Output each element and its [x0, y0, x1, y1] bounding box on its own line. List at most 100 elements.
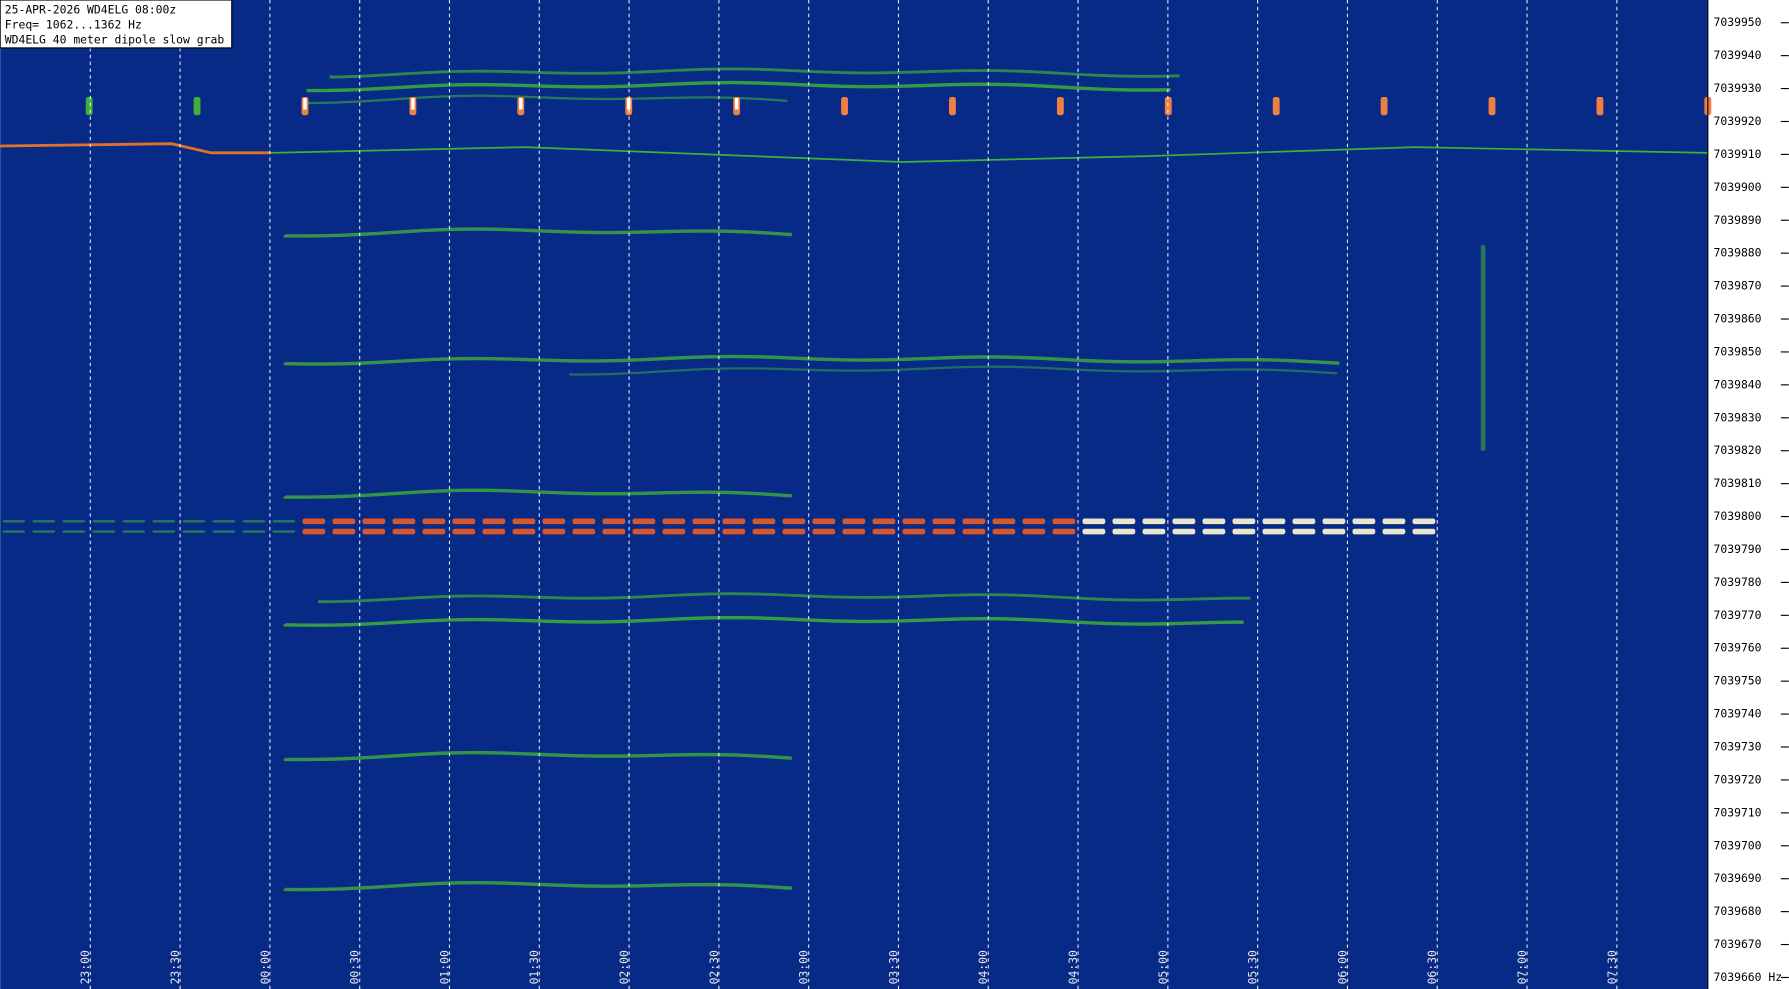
trace: [1412, 528, 1436, 535]
trace: [1164, 96, 1172, 116]
x-tick-label: 05:30: [1246, 950, 1260, 984]
trace: [242, 530, 266, 533]
trace: [841, 96, 848, 116]
x-tick-label: 06:30: [1425, 950, 1439, 984]
trace: [842, 518, 866, 525]
x-tick-label: 04:00: [976, 950, 990, 984]
x-tick-label: 03:00: [797, 950, 811, 984]
trace: [2, 530, 26, 533]
trace: [283, 880, 792, 892]
trace: [92, 520, 116, 523]
y-tick-label: 7039770: [1714, 608, 1762, 622]
trace: [270, 146, 1708, 163]
trace: [283, 488, 792, 499]
header-line: 25-APR-2026 WD4ELG 08:00z: [5, 3, 176, 17]
y-tick-label: 7039720: [1714, 772, 1762, 786]
trace: [962, 518, 986, 525]
trace: [0, 142, 271, 155]
y-tick-label: 7039690: [1714, 871, 1762, 885]
trace: [949, 96, 956, 116]
trace: [362, 528, 386, 535]
header-line: WD4ELG 40 meter dipole slow grab: [5, 32, 225, 46]
trace: [422, 528, 446, 535]
trace: [842, 528, 866, 535]
x-tick-label: 01:30: [527, 950, 541, 984]
trace: [1272, 96, 1280, 116]
trace: [272, 530, 296, 533]
trace: [303, 98, 307, 110]
y-tick-label: 7039930: [1714, 81, 1762, 95]
trace: [302, 528, 326, 535]
y-tick-label: 7039730: [1714, 740, 1762, 754]
trace: [1052, 518, 1076, 525]
trace: [1262, 518, 1286, 525]
trace: [452, 518, 476, 525]
header-background: [0, 0, 233, 49]
trace: [962, 528, 986, 535]
trace: [662, 518, 686, 525]
y-axis: 7039660 Hz 7039670 7039680 7039690 7039700 70…: [1707, 0, 1789, 989]
trace: [569, 365, 1338, 376]
trace: [872, 528, 896, 535]
trace: [332, 518, 356, 525]
trace: [932, 528, 956, 535]
trace: [602, 518, 626, 525]
trace: [692, 518, 716, 525]
trace: [722, 518, 746, 525]
x-tick-label: 00:30: [348, 950, 362, 984]
trace: [283, 750, 792, 762]
trace: [1112, 528, 1136, 535]
trace: [734, 98, 739, 110]
x-tick-label: 03:30: [886, 950, 900, 984]
x-tick-label: 07:30: [1605, 950, 1619, 984]
y-tick-label: 7039680: [1714, 904, 1762, 918]
trace: [332, 528, 356, 535]
trace: [85, 96, 93, 116]
y-tick-label: 7039660 Hz: [1714, 970, 1783, 984]
trace: [1352, 528, 1376, 535]
trace: [692, 528, 716, 535]
trace: [512, 518, 536, 525]
y-tick-label: 7039810: [1714, 476, 1762, 490]
trace: [1322, 528, 1346, 535]
trace: [242, 520, 266, 523]
x-tick-label: 02:00: [617, 950, 631, 984]
trace: [1352, 518, 1376, 525]
trace: [1142, 518, 1166, 525]
trace: [542, 518, 566, 525]
trace: [1232, 528, 1256, 535]
trace: [932, 518, 956, 525]
trace: [1022, 528, 1046, 535]
y-tick-label: 7039670: [1714, 937, 1762, 951]
x-tick-label: 04:30: [1066, 950, 1080, 984]
trace: [411, 98, 415, 110]
y-tick-label: 7039870: [1714, 279, 1762, 293]
trace: [1382, 518, 1406, 525]
x-tick-label: 01:00: [437, 950, 451, 984]
trace: [722, 528, 746, 535]
trace: [1292, 518, 1316, 525]
trace: [1596, 96, 1604, 116]
trace: [752, 528, 776, 535]
trace: [2, 520, 26, 523]
trace: [306, 80, 1171, 93]
trace: [482, 528, 506, 535]
trace: [392, 528, 416, 535]
trace: [632, 518, 656, 525]
trace: [1056, 96, 1064, 116]
trace: [992, 528, 1016, 535]
trace: [1480, 245, 1486, 451]
y-tick-label: 7039860: [1714, 312, 1762, 326]
trace: [283, 615, 1244, 627]
trace: [283, 227, 792, 238]
trace: [482, 518, 506, 525]
trace: [392, 518, 416, 525]
trace: [542, 528, 566, 535]
trace: [329, 67, 1180, 79]
trace: [572, 528, 596, 535]
trace: [32, 530, 56, 533]
x-tick-label: 06:00: [1335, 950, 1349, 984]
y-tick-label: 7039710: [1714, 805, 1762, 819]
trace: [1082, 528, 1106, 535]
